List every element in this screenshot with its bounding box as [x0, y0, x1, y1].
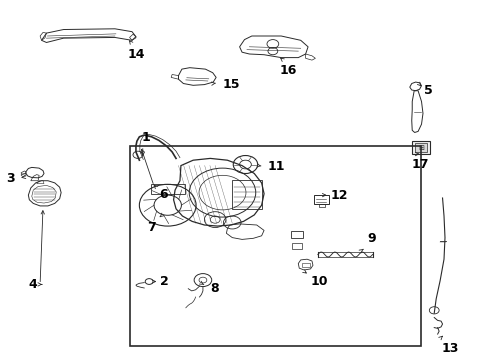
Bar [150, 184, 184, 194]
Bar [411, 141, 429, 154]
Text: 9: 9 [367, 232, 376, 245]
Text: 10: 10 [310, 275, 327, 288]
Text: 1: 1 [142, 131, 150, 144]
Bar [302, 263, 309, 267]
Text: 3: 3 [6, 172, 15, 185]
Text: 12: 12 [329, 189, 347, 202]
Bar [318, 204, 324, 207]
Bar [313, 195, 328, 204]
Text: 14: 14 [127, 48, 144, 60]
Bar [292, 243, 302, 249]
Text: 11: 11 [267, 160, 285, 173]
Text: 7: 7 [146, 221, 155, 234]
Bar [129, 146, 420, 346]
Text: 16: 16 [279, 64, 297, 77]
Text: 2: 2 [160, 275, 169, 288]
Text: 4: 4 [29, 278, 38, 291]
Bar [414, 143, 427, 152]
Text: 8: 8 [210, 282, 219, 294]
Text: 17: 17 [411, 158, 428, 171]
Text: 5: 5 [424, 84, 432, 97]
Text: 13: 13 [440, 342, 458, 355]
Bar [290, 231, 303, 238]
Text: 6: 6 [159, 188, 167, 201]
Text: ⊞: ⊞ [417, 145, 423, 150]
Text: 15: 15 [222, 78, 240, 91]
Bar [232, 180, 261, 209]
